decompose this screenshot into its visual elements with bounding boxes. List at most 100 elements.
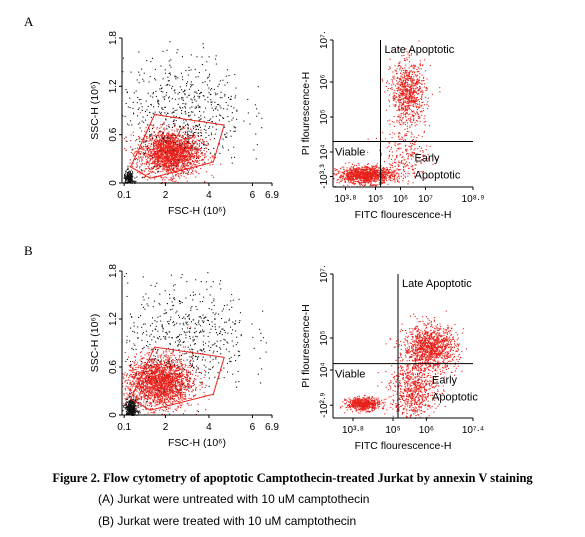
event-point (172, 139, 174, 141)
event-point (192, 139, 194, 141)
event-point (153, 135, 155, 137)
event-point (409, 98, 411, 100)
event-point (159, 141, 161, 143)
event-point (346, 174, 348, 176)
event-point (375, 167, 377, 169)
event-point (165, 158, 167, 160)
event-point (414, 91, 416, 93)
event-point (134, 177, 136, 179)
event-point (411, 82, 413, 84)
event-point (204, 81, 206, 83)
event-point (410, 86, 412, 88)
event-point (418, 68, 420, 70)
event-point (174, 146, 176, 148)
event-point (208, 92, 210, 94)
event-point (140, 156, 142, 158)
event-point (144, 176, 146, 178)
event-point (197, 156, 199, 158)
event-point (190, 152, 192, 154)
event-point (129, 179, 131, 181)
event-point (147, 92, 149, 94)
event-point (153, 144, 155, 146)
event-point (165, 151, 167, 153)
event-point (170, 135, 172, 137)
event-point (151, 136, 153, 138)
event-point (372, 165, 374, 167)
event-point (142, 148, 144, 150)
event-point (170, 149, 172, 151)
event-point (146, 114, 148, 116)
event-point (410, 87, 412, 89)
event-point (410, 85, 412, 87)
event-point (180, 175, 182, 177)
event-point (168, 133, 170, 135)
event-point (165, 140, 167, 142)
event-point (393, 97, 395, 99)
event-point (175, 142, 177, 144)
event-point (154, 160, 156, 162)
event-point (177, 151, 179, 153)
event-point (128, 179, 130, 181)
event-point (198, 173, 200, 175)
event-point (146, 161, 148, 163)
event-point (175, 143, 177, 145)
event-point (362, 171, 364, 173)
event-point (169, 172, 171, 174)
event-point (401, 91, 403, 93)
event-point (174, 76, 176, 78)
event-point (406, 71, 408, 73)
event-point (195, 76, 197, 78)
event-point (174, 147, 176, 149)
event-point (381, 183, 383, 185)
event-point (398, 106, 400, 108)
event-point (361, 172, 363, 174)
event-point (128, 171, 130, 173)
event-point (150, 139, 152, 141)
event-point (177, 173, 179, 175)
event-point (173, 152, 175, 154)
event-point (158, 160, 160, 162)
event-point (398, 95, 400, 97)
event-point (405, 70, 407, 72)
event-point (183, 141, 185, 143)
event-point (401, 106, 403, 108)
event-point (414, 125, 416, 127)
event-point (369, 169, 371, 171)
event-point (170, 154, 172, 156)
event-point (163, 143, 165, 145)
event-point (144, 141, 146, 143)
event-point (343, 176, 345, 178)
event-point (183, 175, 185, 177)
event-point (418, 99, 420, 101)
event-point (348, 175, 350, 177)
event-point (355, 183, 357, 185)
event-point (174, 143, 176, 145)
event-point (419, 106, 421, 108)
event-point (140, 163, 142, 165)
event-point (150, 140, 152, 142)
event-point (164, 72, 166, 74)
event-point (225, 136, 227, 138)
event-point (157, 151, 159, 153)
event-point (223, 117, 225, 119)
event-point (152, 138, 154, 140)
event-point (388, 83, 390, 85)
event-point (174, 161, 176, 163)
event-point (153, 148, 155, 150)
event-point (126, 178, 128, 180)
event-point (186, 83, 188, 85)
event-point (408, 99, 410, 101)
event-point (373, 173, 375, 175)
event-point (182, 167, 184, 169)
event-point (179, 161, 181, 163)
event-point (368, 170, 370, 172)
event-point (157, 139, 159, 141)
event-point (404, 76, 406, 78)
event-point (352, 169, 354, 171)
event-point (155, 135, 157, 137)
event-point (396, 70, 398, 72)
event-point (421, 104, 423, 106)
event-point (186, 137, 188, 139)
event-point (354, 174, 356, 176)
event-point (369, 181, 371, 183)
